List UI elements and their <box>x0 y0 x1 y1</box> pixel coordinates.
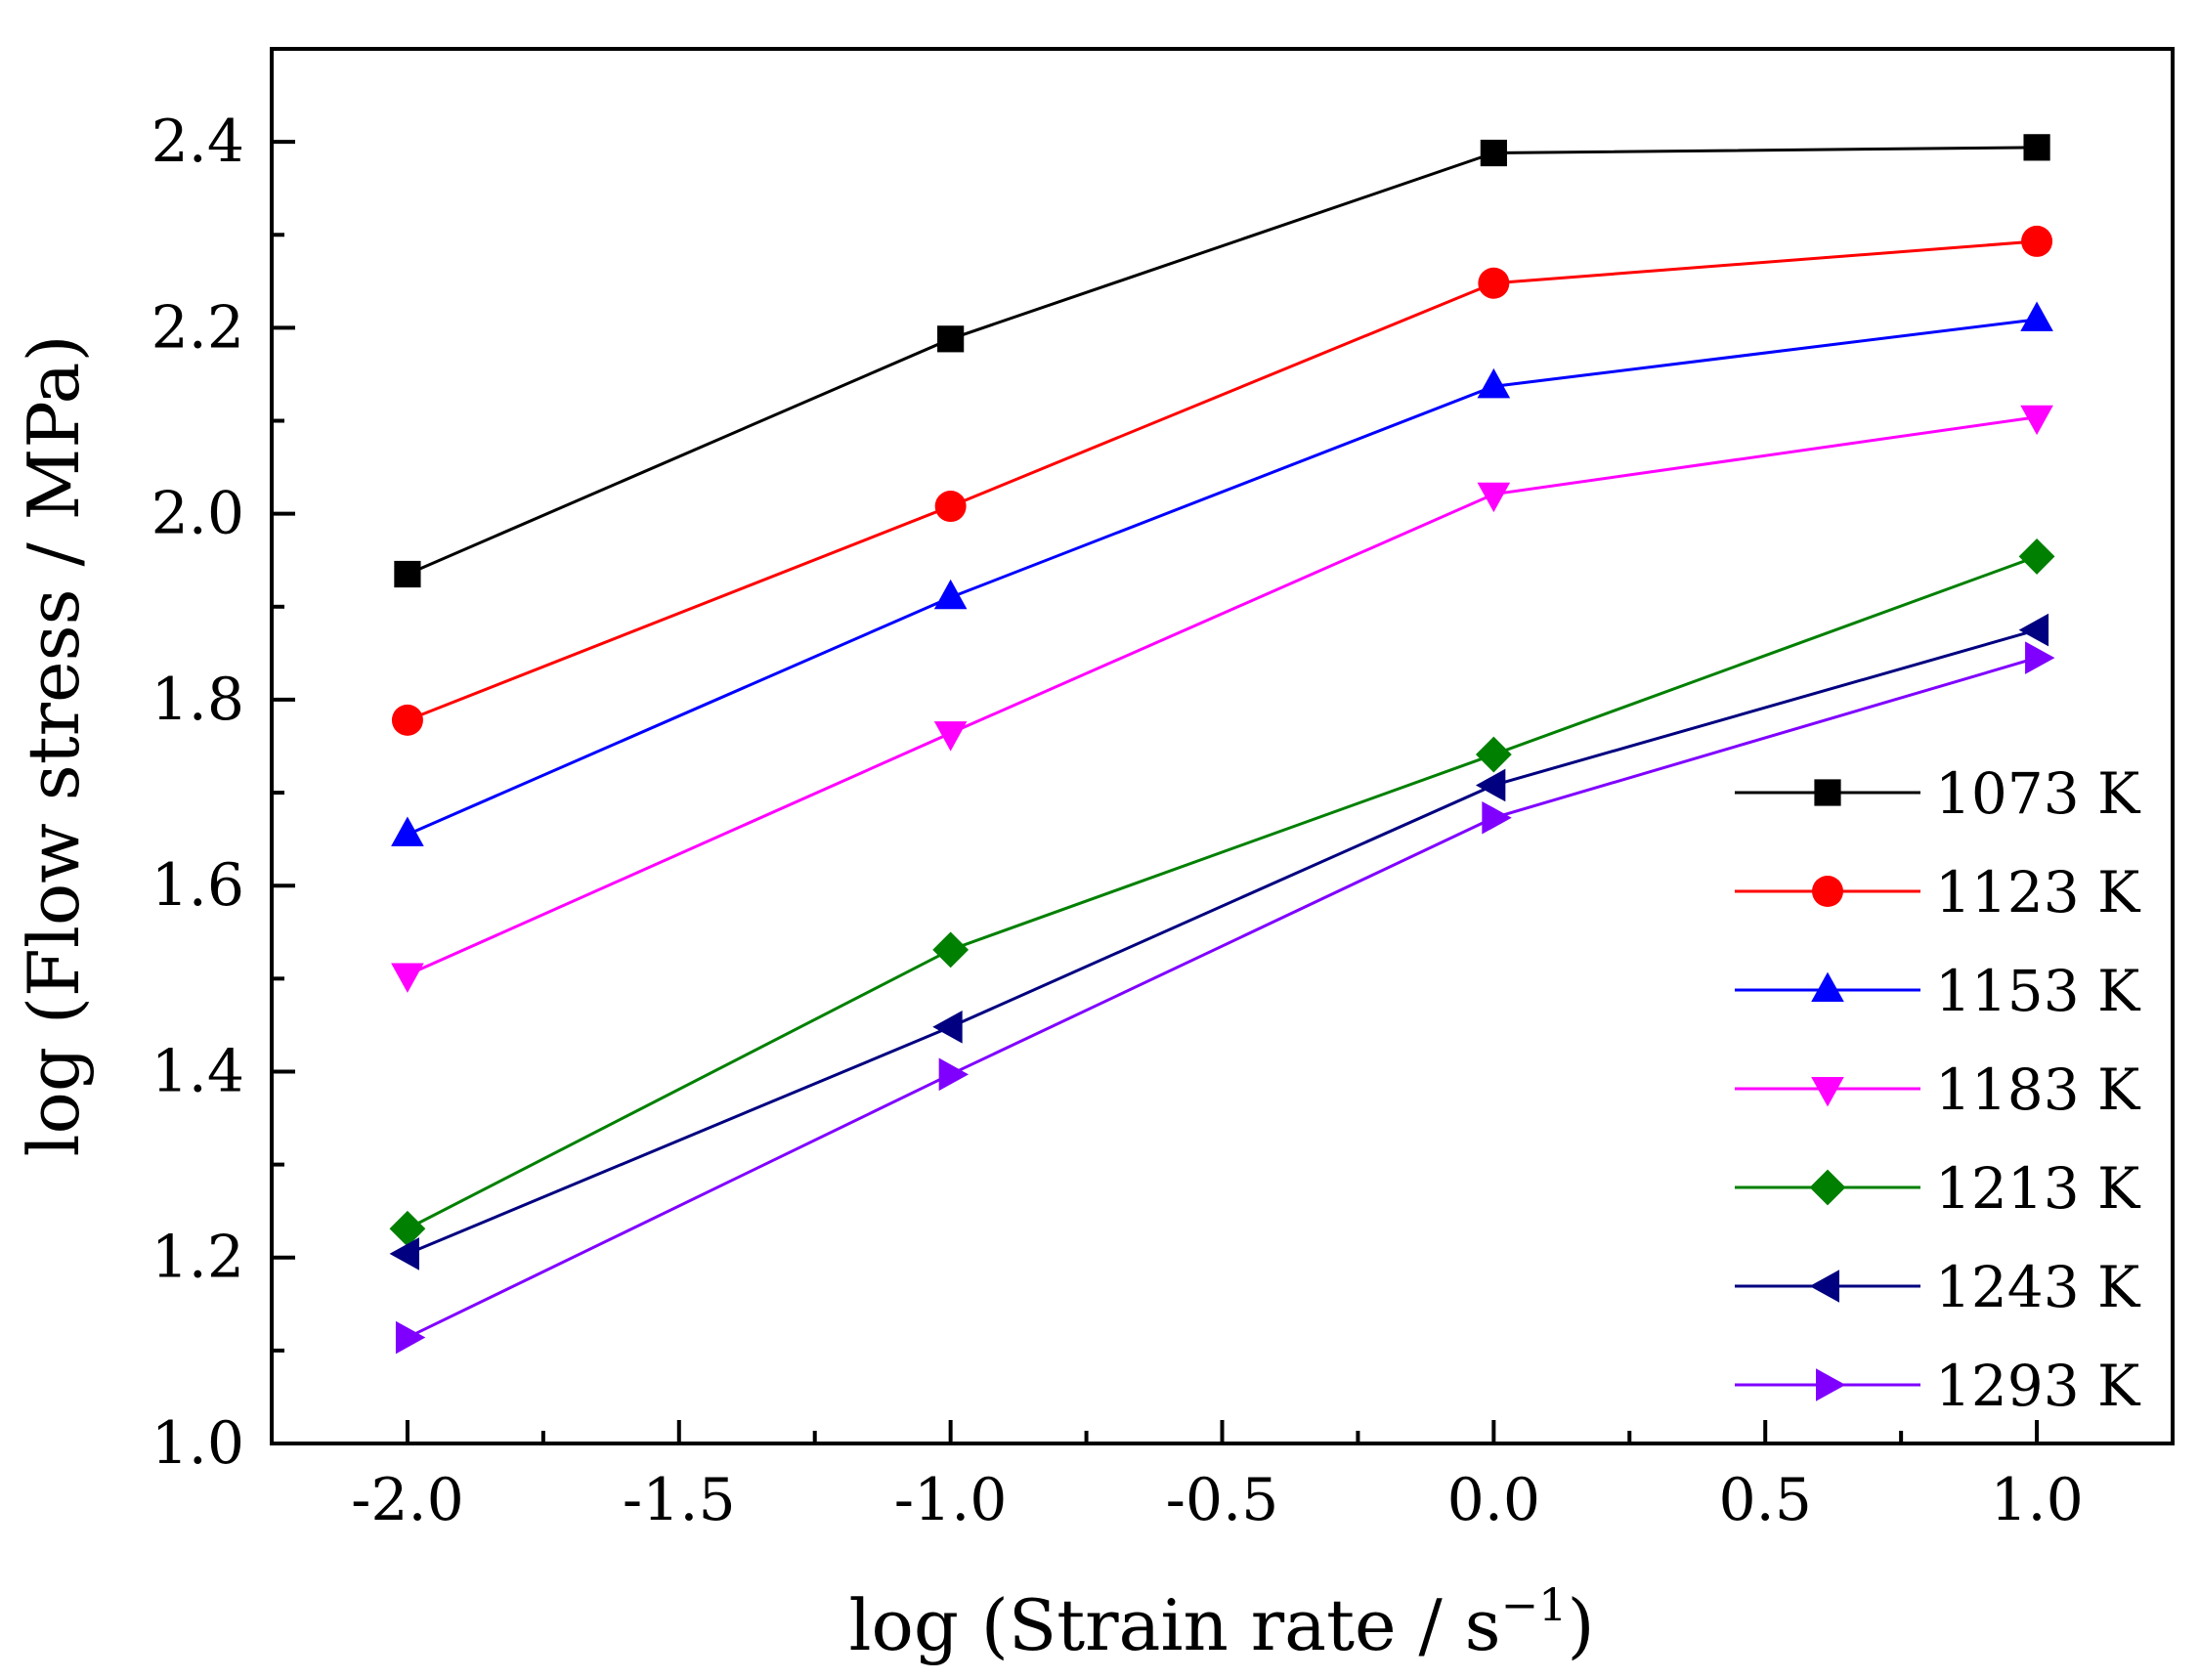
data-point <box>932 931 970 969</box>
series-line <box>407 239 2038 722</box>
series-line <box>407 656 2038 1339</box>
data-point <box>2021 225 2053 257</box>
data-point <box>1477 482 1511 513</box>
y-tick-label: 1.6 <box>151 851 244 920</box>
y-tick-label: 2.4 <box>151 108 244 176</box>
x-tick-label: 0.0 <box>1447 1466 1540 1534</box>
data-point <box>934 491 967 523</box>
data-point <box>1480 139 1507 167</box>
data-point <box>389 1210 426 1247</box>
series-1183-K <box>391 405 2053 993</box>
x-tick-label: -0.5 <box>1166 1466 1279 1534</box>
y-tick-label: 1.4 <box>151 1037 244 1105</box>
x-tick-label: 0.5 <box>1719 1466 1812 1534</box>
data-point <box>389 1237 419 1271</box>
x-tick-label: 1.0 <box>1990 1466 2083 1534</box>
x-axis-label-main: log (Strain rate / s <box>848 1584 1500 1666</box>
y-tick-label: 1.0 <box>151 1409 244 1478</box>
series-layer <box>389 134 2055 1355</box>
x-tick-label: -1.5 <box>623 1466 736 1534</box>
legend-label: 1073 K <box>1935 760 2141 827</box>
series-line <box>407 146 2038 576</box>
series-line <box>407 555 2038 1230</box>
data-point <box>2020 405 2053 436</box>
series-line <box>407 415 2038 976</box>
plot-frame <box>270 47 2175 1445</box>
data-point <box>1478 267 1510 299</box>
x-tick-label: -1.0 <box>894 1466 1008 1534</box>
series-1243-K <box>389 613 2049 1271</box>
series-line <box>407 628 2038 1256</box>
legend-item: 1293 K <box>1735 1353 2141 1419</box>
x-axis-label-superscript: −1 <box>1501 1578 1568 1631</box>
data-point <box>391 704 423 736</box>
x-axis-ticks: -2.0 -1.5 -1.0 -0.5 0.0 0.5 1.0 <box>351 1420 2084 1534</box>
legend-item: 1183 K <box>1735 1056 2141 1123</box>
data-point <box>1475 736 1512 773</box>
legend-item: 1123 K <box>1735 859 2141 926</box>
legend-item: 1243 K <box>1735 1254 2141 1320</box>
data-point <box>1475 768 1506 802</box>
legend-marker <box>1809 1169 1846 1206</box>
legend-label: 1183 K <box>1935 1056 2141 1123</box>
data-point <box>395 1320 426 1355</box>
series-1123-K <box>391 225 2053 736</box>
legend-item: 1073 K <box>1735 760 2141 827</box>
y-tick-label: 2.2 <box>151 293 244 362</box>
y-tick-label: 2.0 <box>151 480 244 548</box>
data-point <box>391 963 424 993</box>
data-point <box>2020 301 2053 331</box>
data-point <box>2023 134 2050 161</box>
data-point <box>2018 538 2055 575</box>
series-1073-K <box>394 134 2050 588</box>
legend-label: 1123 K <box>1935 859 2141 926</box>
legend-marker <box>1811 1077 1844 1107</box>
legend-marker <box>1816 1368 1846 1401</box>
legend-item: 1153 K <box>1735 958 2141 1024</box>
legend-item: 1213 K <box>1735 1155 2141 1222</box>
data-point <box>391 816 424 846</box>
y-axis-ticks: 1.0 1.2 1.4 1.6 1.8 2.0 2.2 2.4 <box>151 108 295 1478</box>
data-point <box>937 325 965 353</box>
y-tick-label: 1.8 <box>151 666 244 734</box>
legend-marker <box>1814 779 1841 806</box>
data-point <box>2025 641 2055 674</box>
legend-label: 1293 K <box>1935 1353 2141 1419</box>
x-axis-label-close: ) <box>1567 1584 1594 1666</box>
data-point <box>1482 800 1512 835</box>
series-1293-K <box>395 641 2055 1355</box>
series-1153-K <box>391 301 2053 846</box>
data-point <box>933 579 968 610</box>
legend-label: 1243 K <box>1935 1254 2141 1320</box>
series-line <box>407 318 2038 837</box>
data-point <box>1477 367 1511 399</box>
y-tick-label: 1.2 <box>151 1224 244 1292</box>
legend-marker <box>1812 876 1843 907</box>
x-tick-label: -2.0 <box>351 1466 464 1534</box>
y-axis-label: log (Flow stress / MPa) <box>13 334 95 1156</box>
legend: 1073 K 1123 K 1153 K 1183 K 1213 K 1243 K 1293… <box>1735 760 2141 1419</box>
data-point <box>938 1057 970 1092</box>
data-point <box>932 1011 963 1044</box>
data-point <box>2018 613 2049 647</box>
data-point <box>394 560 421 588</box>
legend-marker <box>1811 971 1844 1002</box>
legend-marker <box>1809 1270 1839 1303</box>
series-1213-K <box>389 538 2055 1247</box>
legend-label: 1213 K <box>1935 1155 2141 1222</box>
x-axis-label: log (Strain rate / s−1) <box>848 1578 1594 1666</box>
legend-label: 1153 K <box>1935 958 2141 1024</box>
data-point <box>933 721 968 752</box>
